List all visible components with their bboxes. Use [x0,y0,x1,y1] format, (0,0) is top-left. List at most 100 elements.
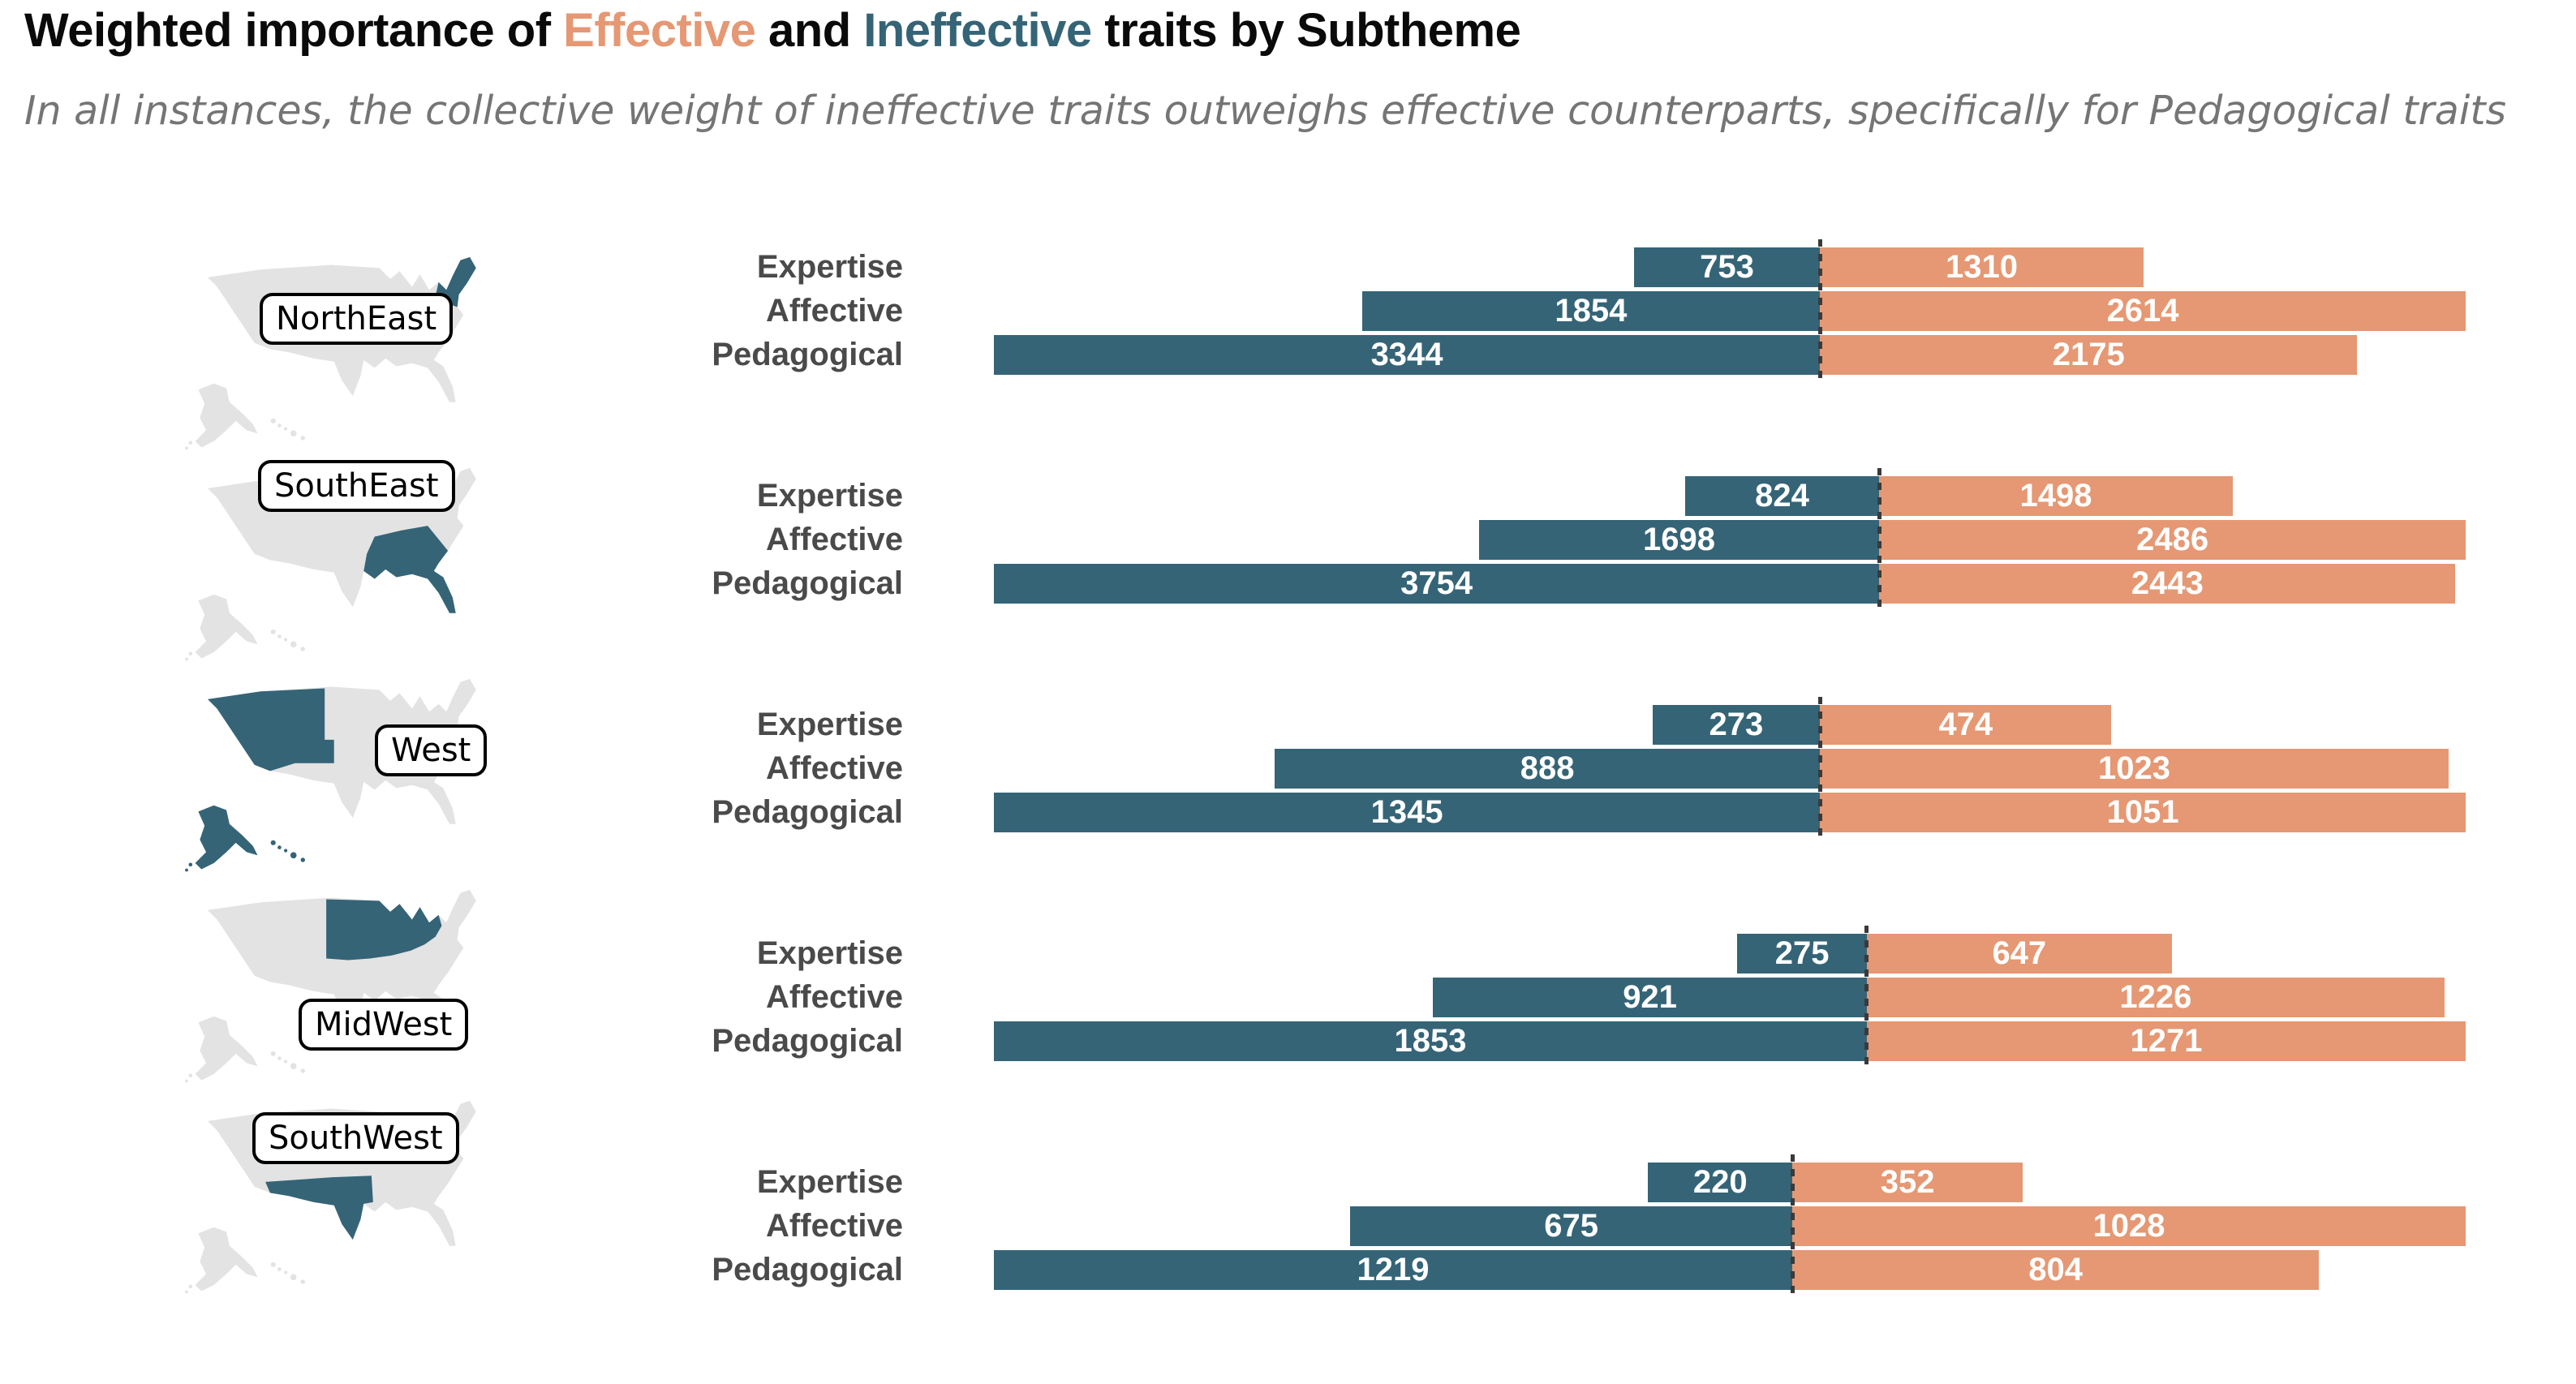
bar-ineffective-northeast-affective: 1854 [1361,291,1821,331]
bar-ineffective-west-pedagogical: 1345 [994,793,1821,832]
row-label-pedagogical: Pedagogical [712,1252,903,1287]
island-dot [185,1290,188,1294]
bar-effective-northeast-pedagogical: 2175 [1820,335,2358,375]
row-label-pedagogical: Pedagogical [712,337,903,372]
island-dot [290,641,297,648]
alaska-outline [195,383,258,448]
zero-divider-line [1817,697,1822,840]
bar-value: 2486 [2136,522,2209,557]
zero-divider-line [1790,1154,1795,1298]
island-dot [277,634,282,638]
chart-subtitle: In all instances, the collective weight … [24,88,2507,134]
region-label-southeast: SouthEast [258,460,455,512]
bar-ineffective-southwest-expertise: 220 [1648,1163,1793,1202]
bar-value: 1345 [1370,794,1443,830]
island-dot [290,852,297,859]
bar-value: 3754 [1400,565,1473,601]
bar-value: 2443 [2131,565,2204,601]
bar-ineffective-northeast-expertise: 753 [1633,247,1821,287]
bar-effective-southwest-pedagogical: 804 [1792,1250,2320,1290]
alaska-outline [195,594,258,659]
region-label-northeast: NorthEast [260,293,454,345]
bar-effective-west-expertise: 474 [1820,705,2112,745]
island-dot [290,1274,297,1281]
bar-value: 3344 [1370,337,1443,372]
us-map-southeast: SouthEast [183,460,495,669]
island-dot [277,423,282,428]
row-label-affective: Affective [766,750,903,786]
title-suffix: traits by Subtheme [1091,4,1521,57]
bar-effective-midwest-expertise: 647 [1866,934,2172,974]
bar-value: 1498 [2019,478,2092,514]
island-dot [277,1056,282,1060]
bar-value: 1853 [1394,1023,1467,1059]
bar-ineffective-midwest-pedagogical: 1853 [994,1021,1867,1061]
island-dot [270,418,276,423]
bar-value: 753 [1700,249,1754,285]
row-label-affective: Affective [766,293,903,329]
region-highlight-southwest [265,1176,373,1240]
bar-value: 888 [1520,750,1575,786]
row-label-expertise: Expertise [756,1164,903,1200]
bar-effective-northeast-affective: 2614 [1820,291,2466,331]
bar-ineffective-west-affective: 888 [1274,749,1821,789]
title-prefix: Weighted importance of [24,4,564,57]
row-label-pedagogical: Pedagogical [712,565,903,601]
island-dot [188,441,193,445]
row-label-expertise: Expertise [756,707,903,742]
island-dot [188,1284,193,1289]
island-dot [188,1073,193,1078]
bar-value: 1226 [2119,979,2192,1015]
bar-value: 1271 [2130,1023,2203,1059]
island-dot [188,651,193,656]
row-label-expertise: Expertise [756,249,903,285]
bar-value: 2614 [2106,293,2179,329]
island-dot [284,1270,288,1274]
bar-value: 220 [1692,1164,1748,1200]
island-dot [300,1068,305,1073]
bar-effective-midwest-pedagogical: 1271 [1866,1021,2466,1061]
bar-value: 675 [1544,1208,1598,1244]
row-label-pedagogical: Pedagogical [712,794,903,830]
zero-divider-line [1877,468,1881,612]
island-dot [277,845,282,849]
island-dot [270,1051,276,1056]
alaska-outline [195,1227,258,1292]
us-map-graphic [185,678,476,872]
bar-ineffective-southeast-expertise: 824 [1684,476,1880,516]
region-highlight-midwest [326,899,442,961]
bar-ineffective-midwest-affective: 921 [1433,978,1867,1017]
island-dot [284,638,288,642]
island-dot [290,430,297,437]
bar-ineffective-southeast-pedagogical: 3754 [994,564,1880,604]
us-map-southwest: SouthWest [183,1099,495,1302]
bar-ineffective-southwest-pedagogical: 1219 [994,1250,1793,1290]
row-label-pedagogical: Pedagogical [712,1023,903,1059]
island-dot [300,436,305,441]
bar-value: 1219 [1357,1252,1430,1287]
bar-ineffective-northeast-pedagogical: 3344 [994,335,1821,375]
island-dot [188,862,193,867]
row-label-affective: Affective [766,522,903,557]
bar-value: 647 [1992,935,2047,971]
bar-value: 1028 [2092,1208,2165,1244]
island-dot [270,840,276,845]
alaska-outline [195,1016,258,1081]
bar-value: 824 [1755,478,1809,514]
island-dot [290,1063,297,1070]
bar-effective-southeast-affective: 2486 [1879,520,2466,560]
island-dot [185,446,188,450]
bar-effective-southeast-pedagogical: 2443 [1879,564,2456,604]
bar-effective-northeast-expertise: 1310 [1820,247,2144,287]
bar-value: 1051 [2106,794,2179,830]
bar-value: 352 [1880,1164,1935,1200]
island-dot [277,1267,282,1271]
bar-value: 474 [1938,707,1993,742]
region-label-west: West [375,724,488,776]
bar-ineffective-southeast-affective: 1698 [1478,520,1880,560]
title-effective-word: Effective [563,4,756,57]
row-label-expertise: Expertise [756,478,903,514]
region-label-midwest: MidWest [299,999,469,1051]
us-map-graphic [185,889,476,1083]
